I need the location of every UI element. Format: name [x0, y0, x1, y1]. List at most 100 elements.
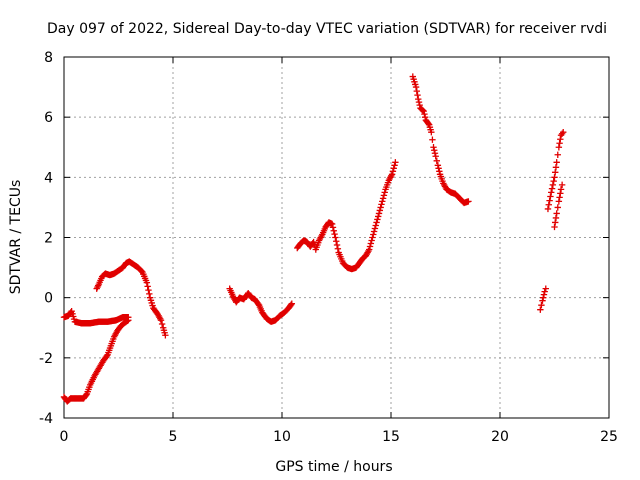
- y-tick-label: -4: [39, 411, 53, 427]
- data-point: [544, 205, 552, 213]
- data-point: [146, 290, 153, 298]
- data-point: [372, 222, 379, 229]
- data-point: [329, 224, 337, 231]
- data-points: [60, 73, 567, 405]
- data-point: [103, 352, 110, 360]
- data-point: [415, 95, 422, 103]
- data-point: [366, 243, 374, 250]
- data-point: [331, 230, 338, 238]
- y-tick-label: -2: [39, 351, 53, 367]
- data-point: [287, 301, 295, 309]
- data-point: [554, 204, 561, 211]
- data-point: [542, 285, 549, 292]
- data-point: [333, 238, 340, 245]
- data-point: [433, 157, 440, 164]
- data-point: [377, 204, 384, 211]
- data-point: [414, 91, 421, 99]
- data-point: [560, 129, 567, 136]
- data-point: [380, 192, 388, 199]
- x-tick-label: 0: [60, 429, 69, 445]
- data-point: [434, 162, 442, 169]
- axis-ticks: 0 5 10 15 20 25 -4 -2 0 2 4 6 8: [39, 50, 618, 445]
- data-point: [550, 177, 557, 185]
- data-point: [370, 231, 377, 238]
- data-point: [553, 159, 560, 166]
- data-point: [334, 245, 342, 252]
- data-point: [552, 169, 559, 176]
- data-point: [367, 240, 375, 247]
- x-tick-label: 25: [600, 429, 618, 445]
- data-point: [431, 147, 438, 154]
- data-point: [421, 110, 428, 118]
- data-segment: [93, 258, 169, 339]
- data-segment: [226, 285, 296, 325]
- data-point: [374, 213, 382, 220]
- data-point: [428, 129, 435, 136]
- chart-title: Day 097 of 2022, Sidereal Day-to-day VTE…: [47, 21, 607, 37]
- data-point: [539, 297, 546, 304]
- data-point: [537, 306, 544, 313]
- data-segment: [544, 129, 567, 213]
- x-axis-label: GPS time / hours: [275, 459, 392, 475]
- data-point: [415, 98, 423, 106]
- data-point: [392, 159, 399, 166]
- data-point: [557, 190, 564, 197]
- data-point: [558, 130, 566, 137]
- data-segment: [294, 159, 399, 273]
- data-point: [552, 219, 559, 226]
- data-point: [548, 189, 555, 196]
- data-point: [368, 237, 375, 244]
- data-point: [556, 194, 563, 201]
- x-tick-label: 10: [273, 429, 291, 445]
- data-point: [425, 120, 432, 127]
- data-point: [538, 301, 545, 309]
- data-point: [145, 286, 152, 294]
- data-point: [545, 201, 552, 208]
- data-point: [375, 210, 383, 217]
- data-point: [552, 214, 560, 222]
- data-point: [554, 151, 561, 158]
- grid: [64, 57, 609, 418]
- x-tick-label: 20: [491, 429, 509, 445]
- data-point: [436, 168, 443, 175]
- data-point: [369, 234, 376, 241]
- data-point: [421, 113, 429, 121]
- data-point: [435, 165, 442, 172]
- data-segment: [551, 181, 566, 231]
- data-point: [430, 144, 437, 151]
- data-point: [332, 234, 339, 241]
- data-point: [370, 228, 378, 235]
- data-point: [381, 189, 388, 196]
- y-axis-label: SDTVAR / TECUs: [8, 180, 24, 295]
- data-point: [366, 246, 373, 253]
- data-point: [429, 136, 436, 143]
- data-point: [553, 210, 560, 217]
- data-point: [376, 207, 384, 214]
- data-point: [556, 140, 563, 147]
- data-point: [549, 181, 557, 189]
- data-point: [328, 220, 336, 228]
- data-point: [547, 193, 554, 200]
- data-point: [557, 186, 565, 193]
- data-point: [552, 164, 560, 171]
- data-point: [379, 198, 386, 205]
- data-point: [378, 201, 385, 208]
- y-tick-label: 6: [44, 110, 53, 126]
- data-point: [125, 317, 132, 324]
- data-point: [333, 241, 341, 249]
- data-segment: [60, 317, 132, 405]
- data-point: [540, 294, 547, 301]
- y-tick-label: 4: [44, 170, 53, 186]
- data-point: [379, 195, 387, 202]
- y-tick-label: 8: [44, 50, 53, 66]
- data-point: [391, 162, 398, 169]
- data-point: [158, 320, 166, 328]
- data-point: [374, 216, 381, 223]
- y-tick-label: 0: [44, 291, 53, 307]
- data-point: [546, 197, 553, 204]
- data-point: [557, 136, 564, 143]
- data-point: [555, 144, 563, 151]
- data-point: [413, 87, 420, 95]
- data-point: [389, 168, 397, 175]
- data-point: [558, 181, 566, 189]
